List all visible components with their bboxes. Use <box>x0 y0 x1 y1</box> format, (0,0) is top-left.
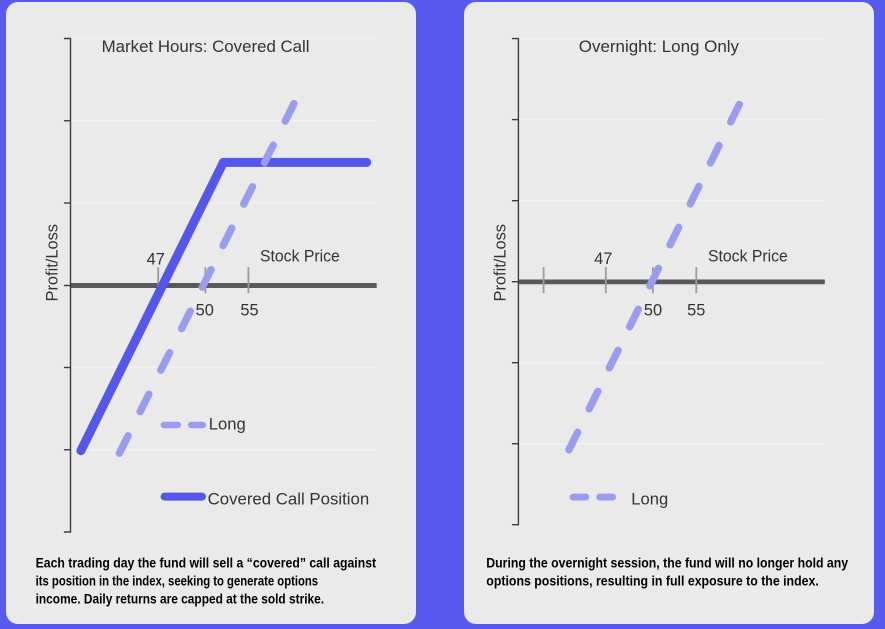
svg-text:Stock Price: Stock Price <box>260 246 340 265</box>
svg-text:Each trading day the fund will: Each trading day the fund will sell a “c… <box>36 554 377 570</box>
svg-text:47: 47 <box>594 250 612 268</box>
svg-text:Profit/Loss: Profit/Loss <box>491 224 510 302</box>
svg-text:Long: Long <box>209 415 246 434</box>
svg-text:options positions, resulting i: options positions, resulting in full exp… <box>486 572 819 588</box>
svg-text:During the overnight session,: During the overnight session, the fund w… <box>486 554 848 570</box>
svg-text:50: 50 <box>196 302 214 320</box>
svg-text:Long: Long <box>631 489 668 508</box>
svg-text:55: 55 <box>240 302 258 320</box>
svg-text:Overnight: Long Only: Overnight: Long Only <box>579 37 740 56</box>
svg-text:income. Daily returns are capp: income. Daily returns are capped at the … <box>36 590 325 606</box>
svg-text:its position in the index, see: its position in the index, seeking to ge… <box>36 572 319 588</box>
svg-text:50: 50 <box>644 302 662 320</box>
svg-text:47: 47 <box>147 250 165 268</box>
svg-text:55: 55 <box>687 302 705 320</box>
svg-text:Covered Call Position: Covered Call Position <box>208 489 370 508</box>
svg-text:Market Hours: Covered Call: Market Hours: Covered Call <box>102 37 310 56</box>
svg-text:Stock Price: Stock Price <box>708 246 788 265</box>
svg-text:Profit/Loss: Profit/Loss <box>43 224 62 302</box>
